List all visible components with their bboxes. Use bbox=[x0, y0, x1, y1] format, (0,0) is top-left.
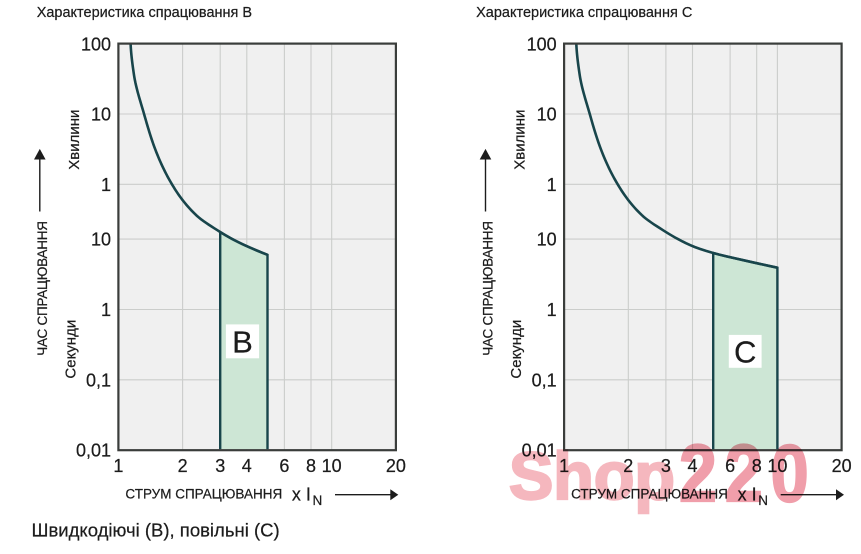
svg-text:x I: x I bbox=[292, 485, 311, 505]
svg-text:6: 6 bbox=[725, 456, 735, 476]
svg-text:2: 2 bbox=[623, 456, 633, 476]
svg-text:N: N bbox=[313, 493, 323, 508]
svg-text:2: 2 bbox=[178, 456, 188, 476]
svg-text:0,01: 0,01 bbox=[76, 441, 111, 461]
svg-text:Характеристика спрацювання С: Характеристика спрацювання С bbox=[476, 5, 692, 21]
svg-text:3: 3 bbox=[661, 456, 671, 476]
svg-text:10: 10 bbox=[767, 456, 787, 476]
svg-text:4: 4 bbox=[687, 456, 697, 476]
svg-text:ЧАС СПРАЦЮВАННЯ: ЧАС СПРАЦЮВАННЯ bbox=[481, 221, 496, 355]
svg-text:Секунди: Секунди bbox=[63, 320, 80, 379]
svg-text:1: 1 bbox=[101, 300, 111, 320]
svg-text:10: 10 bbox=[322, 456, 342, 476]
svg-text:10: 10 bbox=[537, 230, 557, 250]
svg-text:0,1: 0,1 bbox=[86, 370, 111, 390]
svg-text:Швидкодіючі (В), повільні (С): Швидкодіючі (В), повільні (С) bbox=[32, 519, 280, 540]
svg-text:1: 1 bbox=[547, 300, 557, 320]
svg-text:8: 8 bbox=[306, 456, 316, 476]
svg-text:СТРУМ СПРАЦЮВАННЯ: СТРУМ СПРАЦЮВАННЯ bbox=[571, 487, 728, 502]
svg-text:x I: x I bbox=[738, 485, 757, 505]
svg-text:Хвилини: Хвилини bbox=[66, 110, 83, 170]
svg-text:1: 1 bbox=[101, 175, 111, 195]
svg-text:Секунди: Секунди bbox=[508, 320, 525, 379]
svg-text:1: 1 bbox=[559, 456, 569, 476]
svg-text:6: 6 bbox=[279, 456, 289, 476]
svg-text:1: 1 bbox=[113, 456, 123, 476]
svg-text:СТРУМ СПРАЦЮВАННЯ: СТРУМ СПРАЦЮВАННЯ bbox=[125, 487, 282, 502]
svg-text:Характеристика спрацювання В: Характеристика спрацювання В bbox=[37, 5, 252, 21]
svg-text:8: 8 bbox=[752, 456, 762, 476]
svg-text:N: N bbox=[758, 493, 768, 508]
svg-text:100: 100 bbox=[81, 35, 111, 55]
svg-text:0,01: 0,01 bbox=[522, 441, 557, 461]
svg-text:10: 10 bbox=[91, 230, 111, 250]
svg-text:ЧАС СПРАЦЮВАННЯ: ЧАС СПРАЦЮВАННЯ bbox=[35, 221, 50, 355]
svg-text:20: 20 bbox=[832, 456, 852, 476]
svg-text:20: 20 bbox=[386, 456, 406, 476]
svg-text:3: 3 bbox=[215, 456, 225, 476]
svg-text:C: C bbox=[734, 334, 756, 369]
svg-text:100: 100 bbox=[527, 35, 557, 55]
svg-text:10: 10 bbox=[91, 105, 111, 125]
svg-text:0,1: 0,1 bbox=[532, 370, 557, 390]
svg-text:10: 10 bbox=[537, 105, 557, 125]
svg-text:1: 1 bbox=[547, 175, 557, 195]
svg-text:B: B bbox=[232, 324, 253, 359]
svg-text:4: 4 bbox=[242, 456, 252, 476]
svg-text:Хвилини: Хвилини bbox=[512, 110, 529, 170]
